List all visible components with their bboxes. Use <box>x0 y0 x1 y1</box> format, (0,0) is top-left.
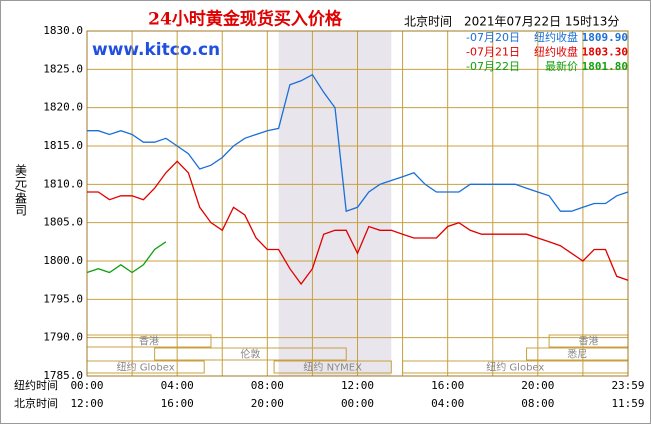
y-tick-label: 1795.0 <box>43 292 83 305</box>
x-row-label: 纽约时间 <box>14 378 58 392</box>
session-label: 伦敦 <box>240 348 260 361</box>
y-tick-label: 1830.0 <box>43 24 83 37</box>
x-tick-label: 16:00 <box>431 379 464 392</box>
shade <box>278 31 392 376</box>
x-tick-label: 11:59 <box>611 397 644 410</box>
x-tick-label: 08:00 <box>251 379 284 392</box>
x-tick-label: 04:00 <box>431 397 464 410</box>
session-label: 纽约 Globex <box>117 361 175 374</box>
chart-title: 24小时黄金现货买入价格 <box>148 9 343 30</box>
legend-desc: 最新价 <box>545 59 578 73</box>
session-label: 纽约 NYMEX <box>303 361 362 374</box>
session-label: 香港 <box>579 336 599 348</box>
x-tick-label: 04:00 <box>161 379 194 392</box>
y-tick-label: 1825.0 <box>43 62 83 75</box>
plot-border <box>86 30 629 377</box>
y-axis-label: 美元/盎司 <box>14 164 28 216</box>
legend-desc: 纽约收盘 <box>534 45 578 59</box>
watermark: www.kitco.cn <box>92 40 220 60</box>
price-line <box>87 73 629 213</box>
x-tick-label: 08:00 <box>521 397 554 410</box>
legend-date: -07月21日 <box>466 46 520 59</box>
legend-value: 1803.30 <box>582 46 628 59</box>
session-bar <box>154 347 347 361</box>
y-tick-label: 1820.0 <box>43 101 83 114</box>
price-line <box>87 160 629 286</box>
x-tick-label: 20:00 <box>521 379 554 392</box>
legend-value: 1809.90 <box>582 31 628 44</box>
y-tick-label: 1785.0 <box>43 369 83 382</box>
price-line <box>86 241 167 274</box>
x-tick-label: 12:00 <box>70 397 103 410</box>
legend-date: -07月20日 <box>466 31 520 44</box>
x-tick-label: 12:00 <box>341 379 374 392</box>
x-tick-label: 00:00 <box>341 397 374 410</box>
x-row-label: 北京时间 <box>14 396 58 410</box>
y-tick-label: 1805.0 <box>43 216 83 229</box>
y-tick-label: 1810.0 <box>43 177 83 190</box>
x-tick-label: 20:00 <box>251 397 284 410</box>
x-tick-label: 23:59 <box>611 379 644 392</box>
session-label: 悉尼 <box>567 349 587 361</box>
y-tick-label: 1815.0 <box>43 139 83 152</box>
legend-value: 1801.80 <box>582 60 628 73</box>
subtitle: 北京时间 2021年07月22日 15时13分 <box>404 15 619 29</box>
legend-date: -07月22日 <box>466 60 520 73</box>
session-label: 纽约 Globex <box>486 361 544 374</box>
x-tick-label: 00:00 <box>70 379 103 392</box>
y-tick-label: 1790.0 <box>43 331 83 344</box>
x-tick-label: 16:00 <box>161 397 194 410</box>
legend-desc: 纽约收盘 <box>534 30 578 44</box>
session-label: 香港 <box>139 336 159 348</box>
session-bar <box>273 360 392 374</box>
y-tick-label: 1800.0 <box>43 254 83 267</box>
